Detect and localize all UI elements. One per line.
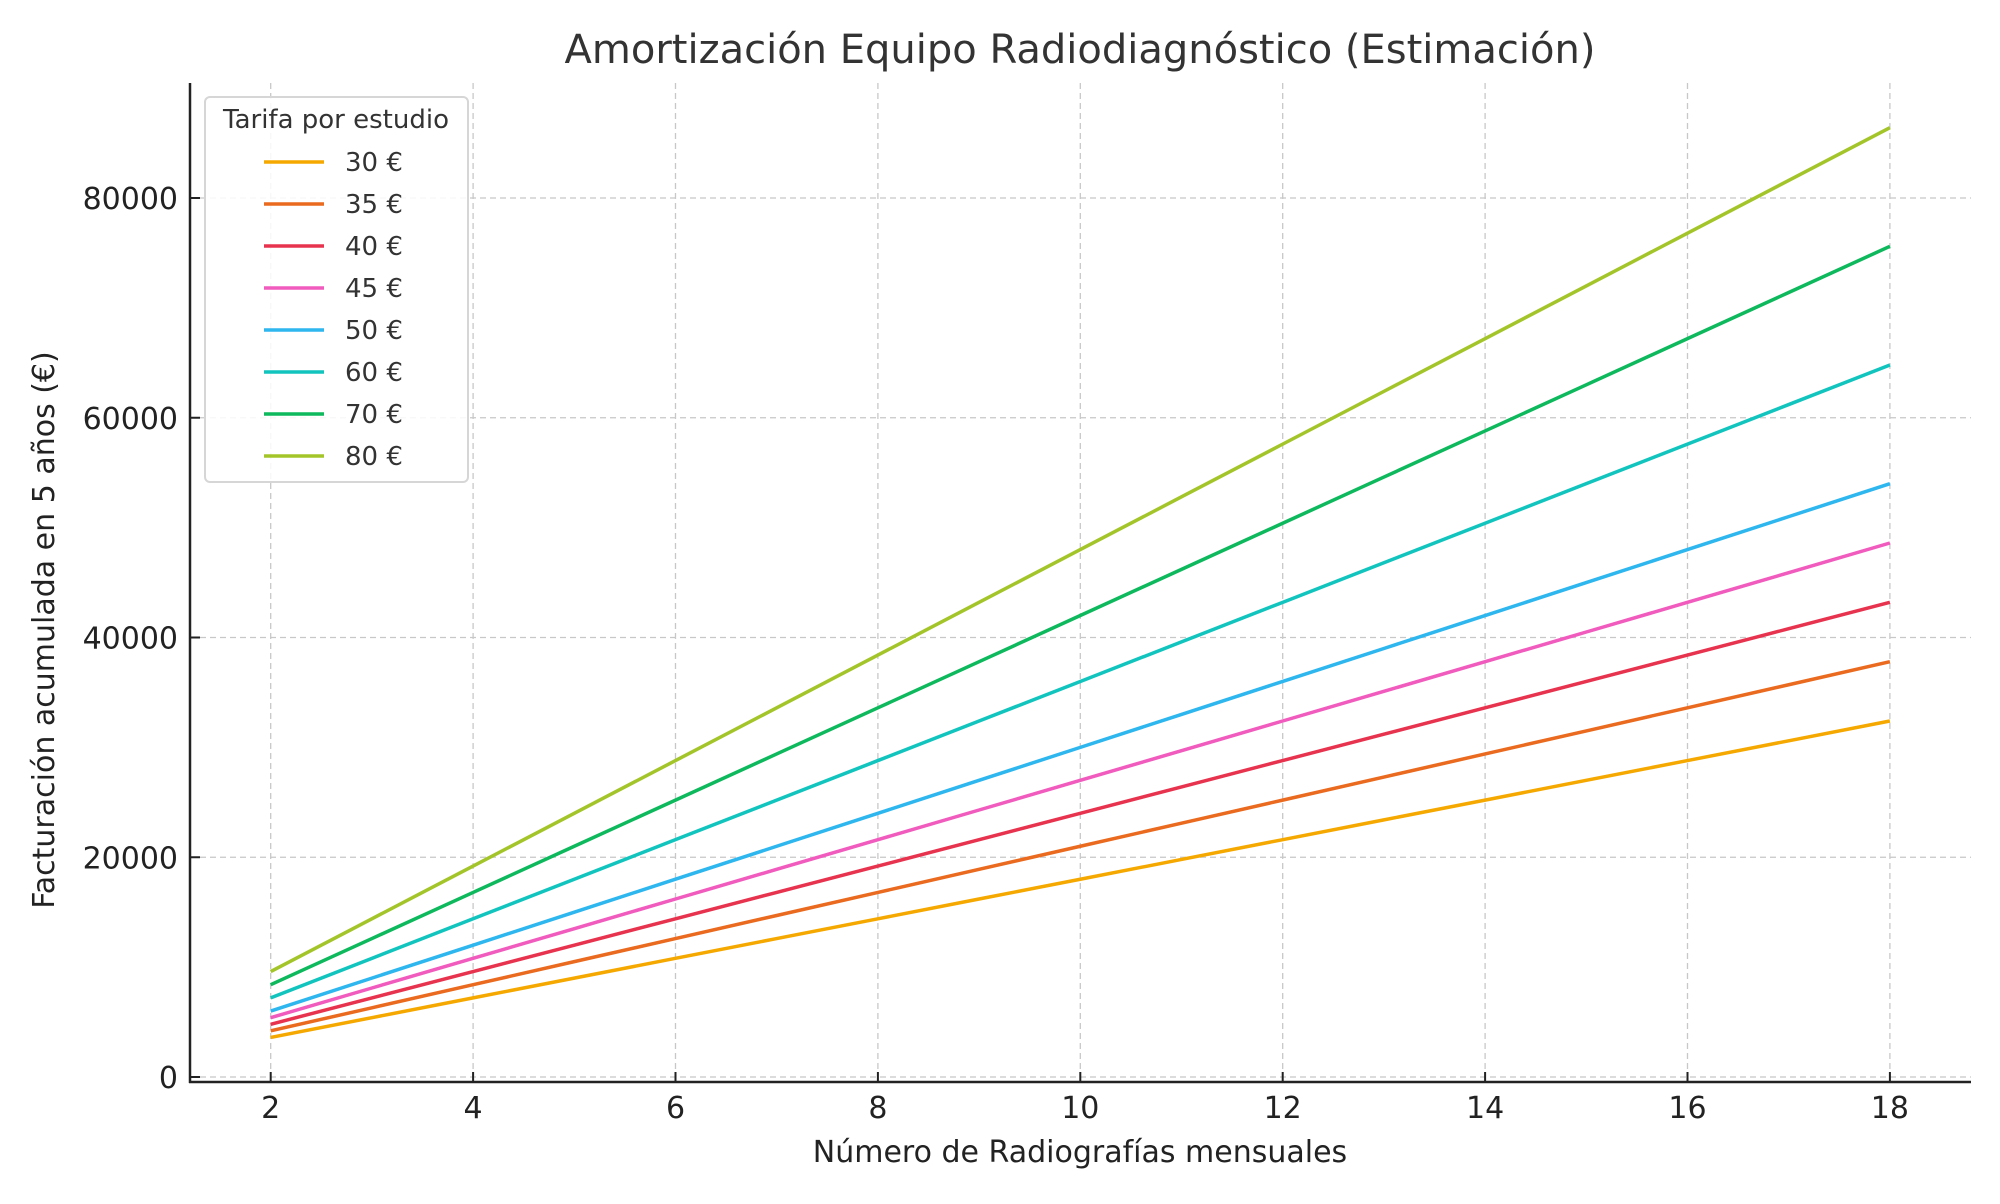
legend-label-50: 50 € bbox=[345, 316, 403, 346]
y-tick-label: 0 bbox=[159, 1061, 178, 1096]
y-tick-label: 20000 bbox=[83, 841, 178, 876]
series-line-45 bbox=[270, 541, 1891, 1020]
series-line-50 bbox=[270, 482, 1891, 1013]
series-line-40 bbox=[270, 600, 1891, 1026]
x-tick-label: 10 bbox=[1061, 1091, 1099, 1126]
legend-label-80: 80 € bbox=[345, 442, 403, 472]
y-tick-label: 80000 bbox=[83, 182, 178, 217]
series-line-35 bbox=[270, 659, 1891, 1033]
legend-label-40: 40 € bbox=[345, 232, 403, 262]
x-tick-label: 14 bbox=[1466, 1091, 1504, 1126]
series-lines bbox=[269, 126, 1891, 1040]
x-tick-label: 16 bbox=[1668, 1091, 1706, 1126]
legend-label-30: 30 € bbox=[345, 148, 403, 178]
x-tick-label: 18 bbox=[1871, 1091, 1909, 1126]
x-tick-label: 2 bbox=[261, 1091, 280, 1126]
legend-label-70: 70 € bbox=[345, 400, 403, 430]
legend-box bbox=[204, 96, 469, 483]
legend-label-45: 45 € bbox=[345, 274, 403, 304]
x-tick-label: 4 bbox=[464, 1091, 483, 1126]
legend-title: Tarifa por estudio bbox=[222, 105, 449, 135]
x-tick-label: 8 bbox=[868, 1091, 887, 1126]
x-axis-label: Número de Radiografías mensuales bbox=[813, 1135, 1347, 1170]
legend-label-35: 35 € bbox=[345, 190, 403, 220]
x-ticks: 2 4 6 8 10 12 14 16 18 bbox=[261, 1072, 1909, 1126]
x-tick-label: 12 bbox=[1264, 1091, 1302, 1126]
x-tick-label: 6 bbox=[666, 1091, 685, 1126]
series-line-70 bbox=[269, 244, 1891, 987]
y-tick-label: 40000 bbox=[83, 622, 178, 657]
chart-title: Amortización Equipo Radiodiagnóstico (Es… bbox=[565, 27, 1596, 73]
y-axis-label: Facturación acumulada en 5 años (€) bbox=[27, 351, 62, 908]
series-line-80 bbox=[269, 126, 1891, 974]
y-tick-label: 60000 bbox=[83, 402, 178, 437]
y-ticks: 0 20000 40000 60000 80000 bbox=[83, 182, 200, 1096]
series-line-30 bbox=[270, 719, 1891, 1040]
legend: Tarifa por estudio 30 € 35 € 40 € 45 € 50 € 6… bbox=[204, 96, 469, 483]
legend-label-60: 60 € bbox=[345, 358, 403, 388]
series-line-60 bbox=[270, 363, 1891, 1000]
